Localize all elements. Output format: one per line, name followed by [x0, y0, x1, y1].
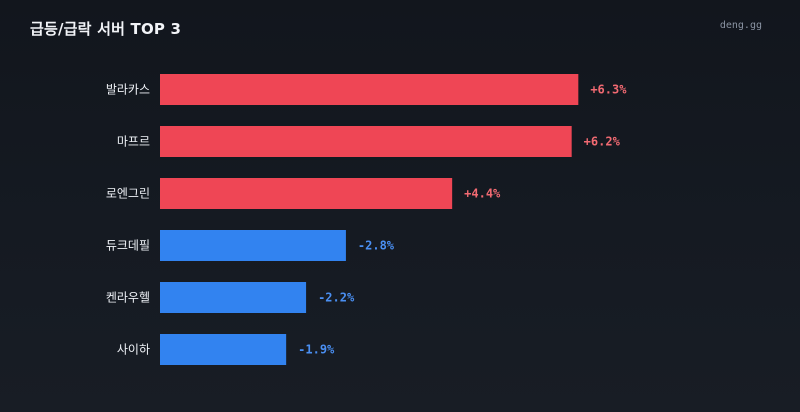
value-label: -1.9% — [298, 343, 335, 357]
value-label: -2.8% — [358, 239, 395, 253]
category-label: 사이하 — [117, 343, 150, 357]
category-label: 듀크데필 — [106, 239, 150, 253]
category-label: 로엔그린 — [106, 187, 150, 201]
value-label: +6.2% — [584, 135, 621, 149]
bar-falling — [160, 282, 307, 313]
brand-watermark: deng.gg — [719, 20, 762, 31]
category-label: 마프르 — [117, 135, 150, 149]
bar-rising — [160, 126, 572, 157]
bar-falling — [160, 334, 287, 365]
category-label: 켄라우헬 — [106, 291, 150, 305]
bar-rising — [160, 74, 579, 105]
category-label: 발라카스 — [106, 83, 150, 97]
bar-rising — [160, 178, 453, 209]
chart-title: 급등/급락 서버 TOP 3 — [30, 20, 182, 38]
value-label: +6.3% — [590, 83, 627, 97]
value-label: +4.4% — [464, 187, 501, 201]
value-label: -2.2% — [318, 291, 355, 305]
bar-falling — [160, 230, 346, 261]
